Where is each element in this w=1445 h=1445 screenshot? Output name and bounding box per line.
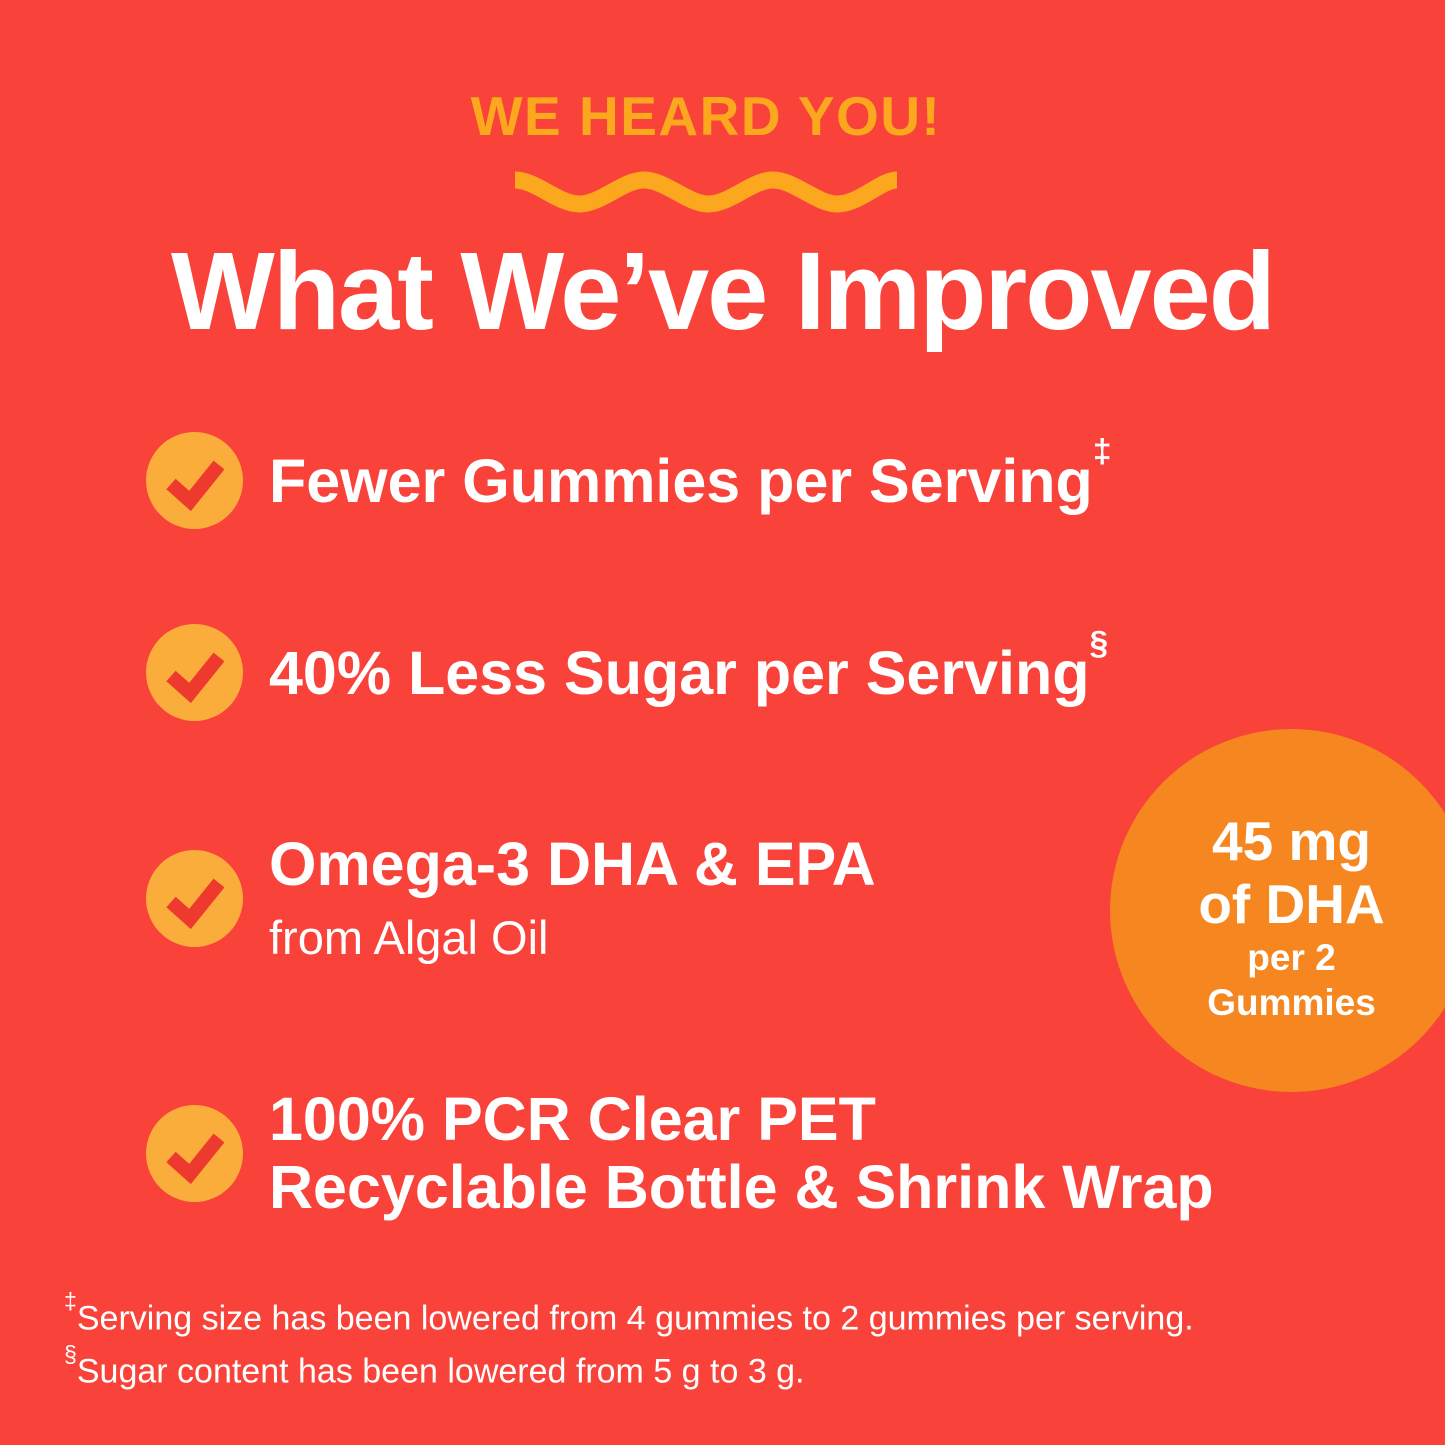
item-subtitle: from Algal Oil (269, 911, 549, 965)
page-title: What We’ve Improved (171, 230, 1276, 353)
item-title-line2: Recyclable Bottle & Shrink Wrap (269, 1153, 1214, 1222)
checkmark-icon (146, 849, 243, 947)
badge-per: per 2 (1247, 937, 1336, 979)
checklist-item-less-sugar: 40% Less Sugar per Serving§ (146, 624, 1108, 721)
item-text: Fewer Gummies per Serving (269, 446, 1093, 515)
checklist-item-fewer-gummies: Fewer Gummies per Serving‡ (146, 432, 1111, 529)
checklist-item-omega3: Omega-3 DHA & EPA from Algal Oil (146, 830, 876, 967)
checkmark-icon (146, 1104, 243, 1202)
footnote-sugar-content: §Sugar content has been lowered from 5 g… (64, 1341, 1194, 1398)
item-title-line1: 100% PCR Clear PET (269, 1085, 876, 1153)
checklist-item-label: 100% PCR Clear PET Recyclable Bottle & S… (269, 1085, 1214, 1222)
footnote-serving-size: ‡Serving size has been lowered from 4 gu… (64, 1288, 1194, 1345)
badge-unit: Gummies (1207, 981, 1376, 1023)
checklist-item-recyclable: 100% PCR Clear PET Recyclable Bottle & S… (146, 1085, 1214, 1222)
dha-badge: 45 mg of DHA per 2 Gummies (1110, 729, 1445, 1092)
checklist-item-label: Omega-3 DHA & EPA from Algal Oil (269, 830, 876, 967)
checkmark-icon (146, 432, 243, 529)
footnote-text: Sugar content has been lowered from 5 g … (76, 1352, 805, 1391)
eyebrow-text: WE HEARD YOU! (470, 85, 942, 147)
checklist-item-label: Fewer Gummies per Serving‡ (269, 433, 1111, 516)
wave-underline-icon (514, 171, 899, 213)
checkmark-icon (146, 624, 243, 721)
checklist-item-label: 40% Less Sugar per Serving§ (269, 625, 1108, 708)
footnote-text: Serving size has been lowered from 4 gum… (76, 1299, 1194, 1338)
badge-amount: 45 mg (1212, 809, 1371, 872)
badge-nutrient: of DHA (1198, 873, 1385, 936)
dagger-symbol: ‡ (1092, 432, 1112, 470)
item-text: 40% Less Sugar per Serving (269, 638, 1090, 707)
section-symbol: § (64, 1340, 77, 1367)
dagger-symbol: ‡ (64, 1287, 77, 1314)
footnotes: ‡Serving size has been lowered from 4 gu… (64, 1288, 1194, 1398)
section-symbol: § (1089, 624, 1109, 662)
item-title: Omega-3 DHA & EPA (269, 830, 876, 898)
